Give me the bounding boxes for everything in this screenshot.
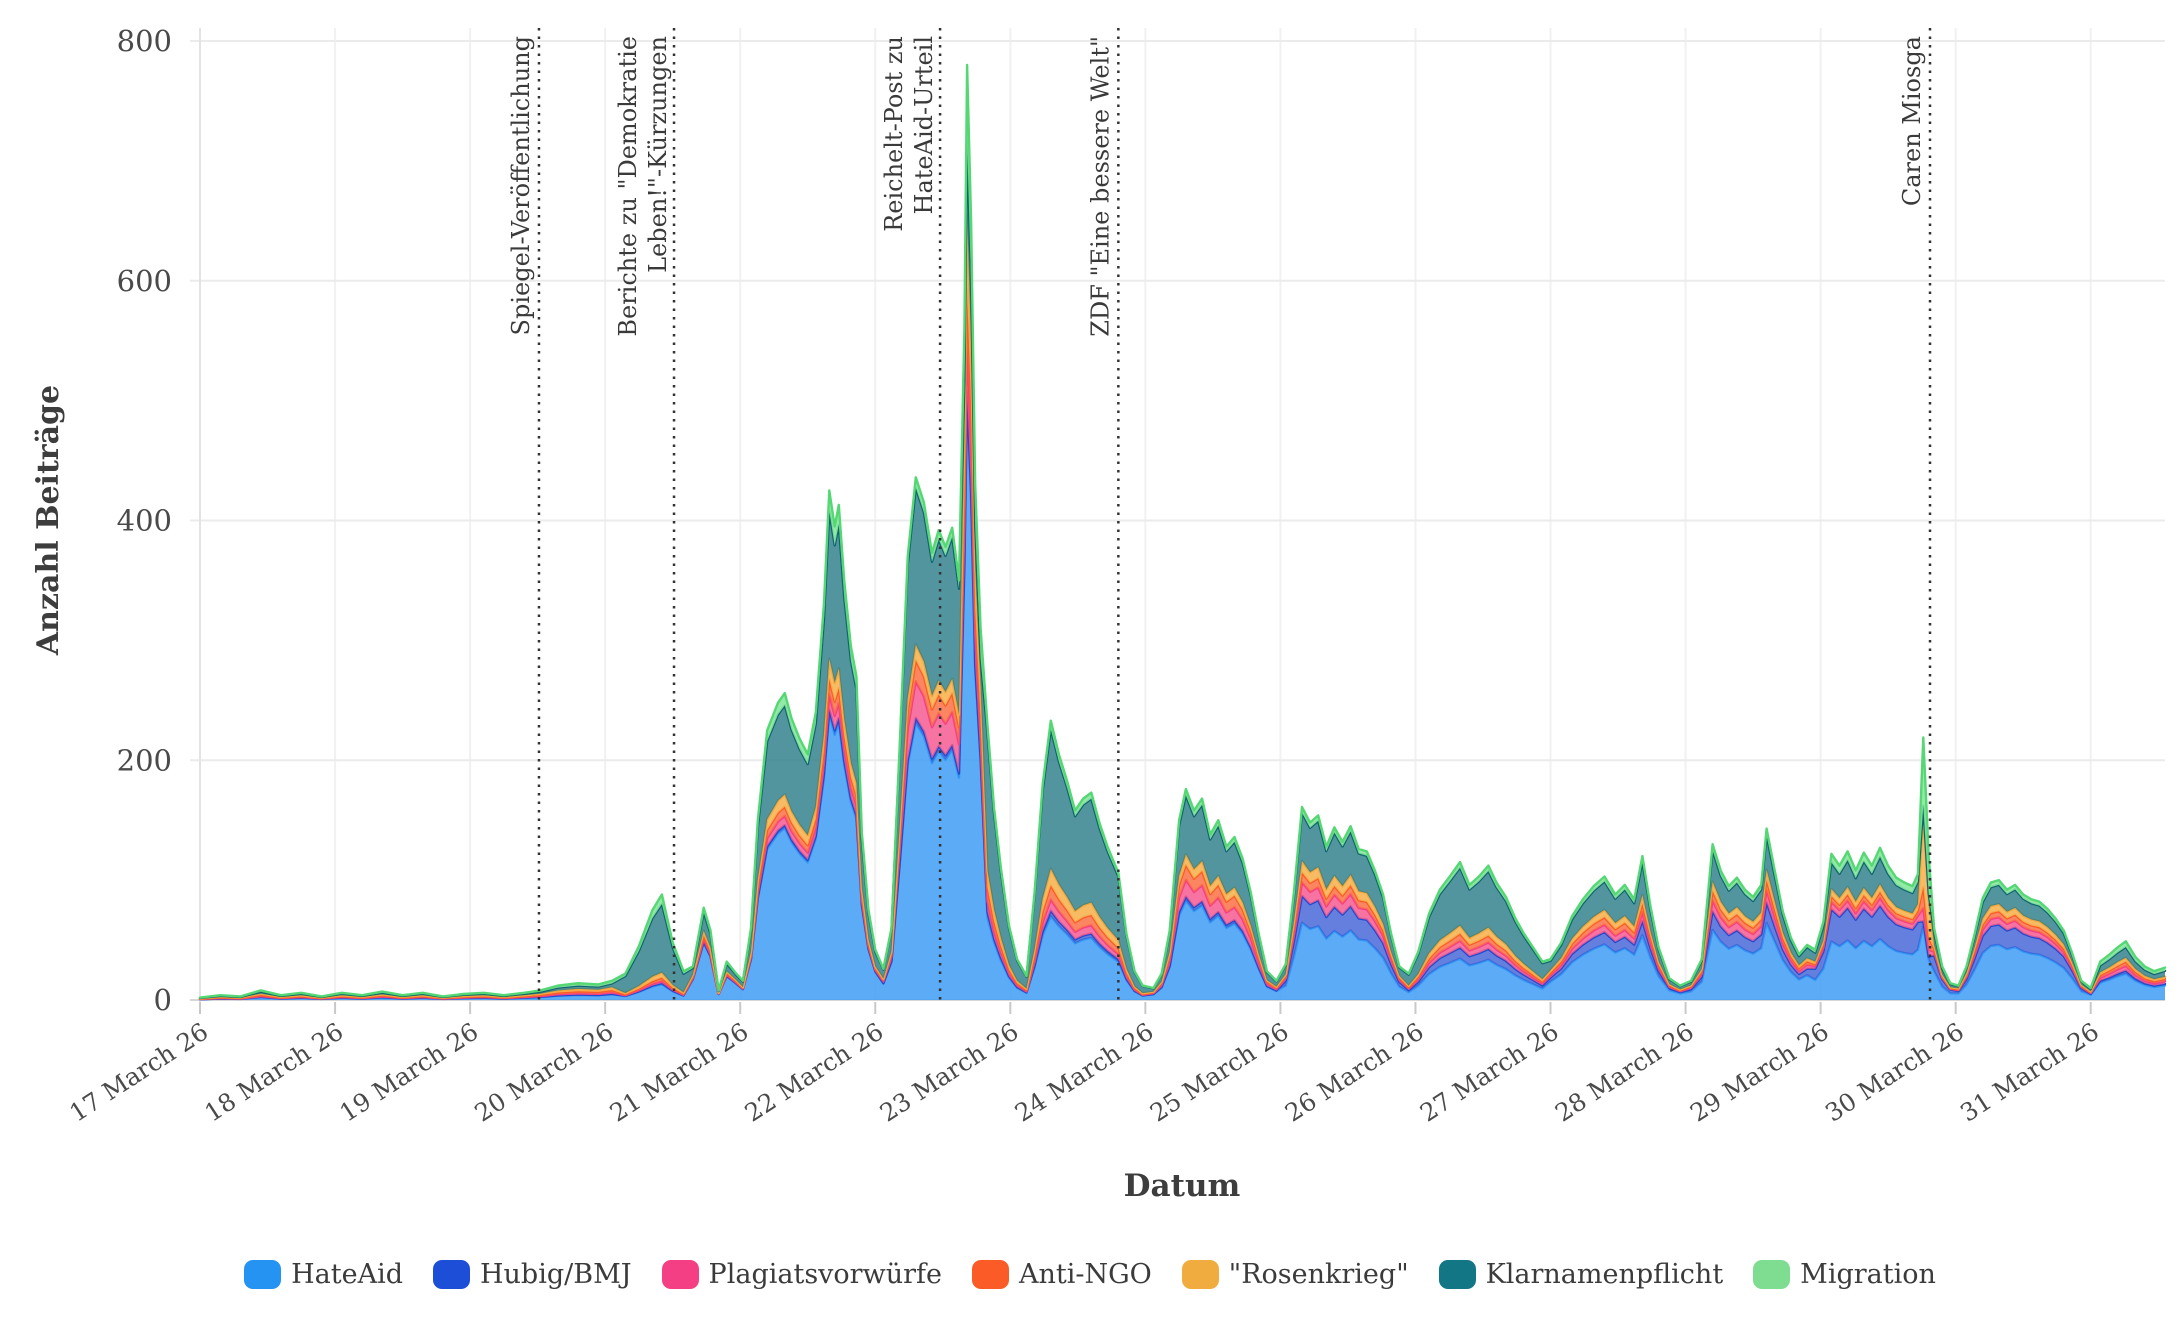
y-tick-label: 200 <box>117 743 172 777</box>
y-tick-label: 600 <box>117 264 172 298</box>
legend-item-rosenkrieg: "Rosenkrieg" <box>1181 1258 1409 1290</box>
annotation-label: Caren Miosga <box>1898 36 1926 206</box>
y-tick-label: 400 <box>117 504 172 538</box>
legend-swatch-rosenkrieg <box>1181 1259 1219 1289</box>
legend-label-hubig-bmj: Hubig/BMJ <box>480 1258 632 1290</box>
x-tick-label: 29 March 26 <box>1685 1017 1834 1128</box>
legend-label-klarnamenpflicht: Klarnamenpflicht <box>1485 1258 1724 1290</box>
x-tick-label: 19 March 26 <box>334 1017 483 1128</box>
x-axis-title: Datum <box>1124 1168 1241 1204</box>
x-tick-label: 25 March 26 <box>1145 1017 1294 1128</box>
x-tick-label: 27 March 26 <box>1415 1017 1564 1128</box>
legend-item-klarnamenpflicht: Klarnamenpflicht <box>1438 1258 1724 1290</box>
annotation-label: Spiegel-Veröffentlichung <box>507 36 535 335</box>
legend-item-migration: Migration <box>1753 1259 1936 1290</box>
legend-label-plagiatsvorw-rfe: Plagiatsvorwürfe <box>708 1258 942 1290</box>
x-tick-label: 20 March 26 <box>469 1017 618 1128</box>
annotation-label: HateAid-Urteil <box>910 36 938 214</box>
x-tick-label: 24 March 26 <box>1010 1017 1159 1128</box>
x-tick-label: 23 March 26 <box>875 1017 1024 1128</box>
series-area-klarnamenpflicht <box>200 139 2165 999</box>
annotations-layer: Spiegel-Veröffentlichung Berichte zu "Dem… <box>507 28 1932 1000</box>
x-tick-label: 21 March 26 <box>604 1017 753 1128</box>
y-tick-label: 0 <box>154 983 172 1017</box>
legend-swatch-migration <box>1753 1259 1791 1289</box>
x-tick-label: 30 March 26 <box>1820 1017 1969 1128</box>
legend-swatch-plagiatsvorw-rfe <box>661 1259 699 1289</box>
legend-swatch-hubig-bmj <box>433 1259 470 1289</box>
series-line-migration <box>198 63 2167 999</box>
legend-item-hateaid: HateAid <box>244 1259 403 1290</box>
x-tick-label: 22 March 26 <box>740 1017 889 1128</box>
y-tick-label: 800 <box>117 24 172 58</box>
annotation-label: Reichelt-Post zu <box>880 36 908 232</box>
legend-label-migration: Migration <box>1800 1258 1936 1290</box>
legend-item-plagiatsvorw-rfe: Plagiatsvorwürfe <box>661 1258 942 1290</box>
annotation-label: Berichte zu "Demokratie <box>614 36 642 337</box>
chart-svg: Spiegel-Veröffentlichung Berichte zu "Dem… <box>31 24 2167 1204</box>
x-tick-label: 17 March 26 <box>64 1017 213 1128</box>
legend-label-hateaid: HateAid <box>291 1258 403 1290</box>
legend-swatch-klarnamenpflicht <box>1438 1259 1476 1289</box>
legend-item-hubig-bmj: Hubig/BMJ <box>433 1259 632 1290</box>
legend-label-rosenkrieg: "Rosenkrieg" <box>1228 1258 1409 1290</box>
x-tick-label: 28 March 26 <box>1550 1017 1699 1128</box>
areas-layer <box>198 63 2167 1001</box>
y-axis-title: Anzahl Beiträge <box>31 385 66 656</box>
x-tick-label: 31 March 26 <box>1955 1017 2104 1128</box>
gridlines-layer <box>190 28 2165 1002</box>
x-tick-label: 18 March 26 <box>199 1017 348 1128</box>
x-tick-label: 26 March 26 <box>1280 1017 1429 1128</box>
annotation-label: Leben!"-Kürzungen <box>644 36 672 273</box>
legend-label-anti-ngo: Anti-NGO <box>1018 1258 1152 1290</box>
legend-swatch-anti-ngo <box>971 1259 1009 1289</box>
legend-item-anti-ngo: Anti-NGO <box>971 1258 1152 1290</box>
chart-legend: HateAid Hubig/BMJ Plagiatsvorwürfe Anti-NGO… <box>0 1250 2180 1298</box>
annotation-label: ZDF "Eine bessere Welt" <box>1086 36 1114 337</box>
legend-swatch-hateaid <box>244 1259 282 1289</box>
